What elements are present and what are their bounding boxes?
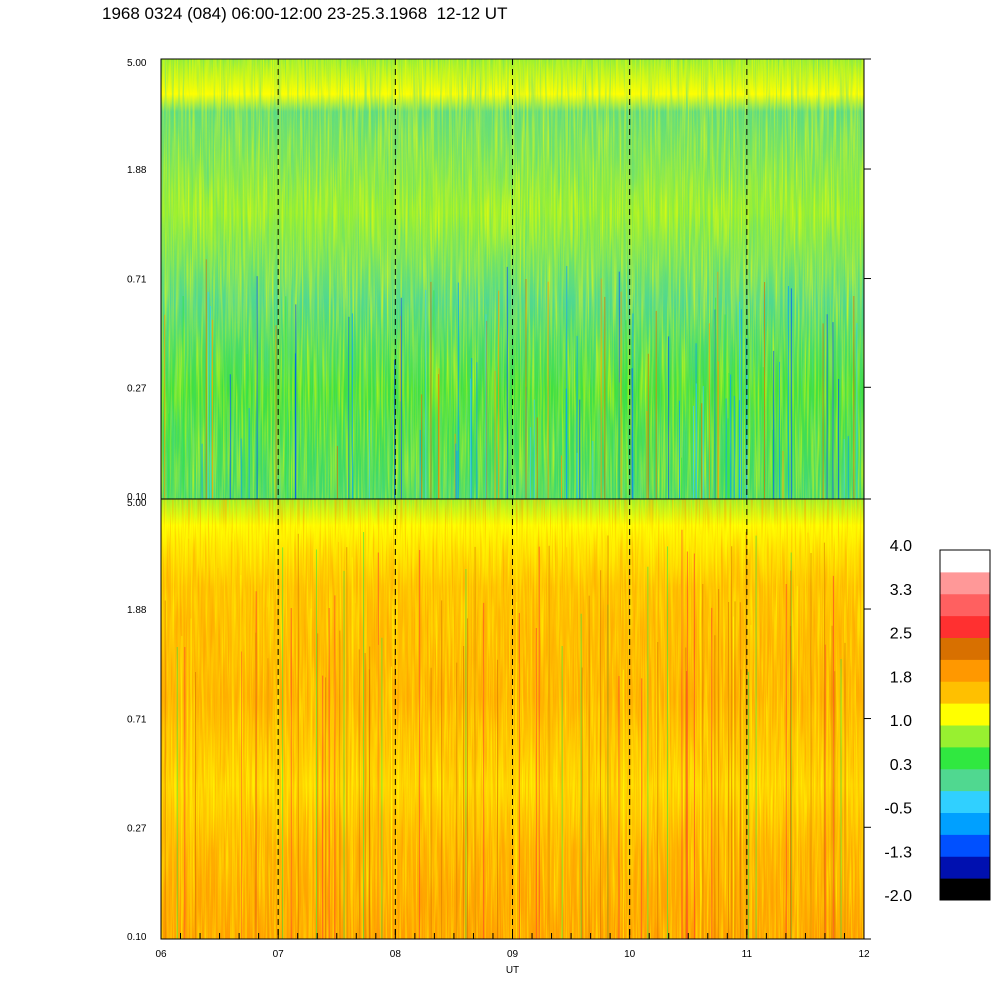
chart-title: 1968 0324 (084) 06:00-12:00 23-25.3.1968… xyxy=(102,4,508,23)
y-tick-label: 0.27 xyxy=(127,383,147,394)
colorbar-label: 1.8 xyxy=(890,669,912,686)
x-tick-label: 06 xyxy=(155,949,167,960)
colorbar-swatch xyxy=(940,659,990,682)
colorbar-swatch xyxy=(940,571,990,595)
bottom-panel-stripes xyxy=(164,529,846,939)
x-tick-label: 12 xyxy=(858,949,870,960)
colorbar-swatch xyxy=(940,878,990,901)
colorbar: 4.0 3.3 2.5 1.8 1.0 0.3 -0.5 -1.3 -2.0 xyxy=(884,538,991,905)
axes: 0.100.270.711.885.000.100.270.711.885.00… xyxy=(127,58,871,976)
x-tick-label: 09 xyxy=(507,949,519,960)
colorbar-swatch xyxy=(940,768,990,792)
y-tick-label: 0.71 xyxy=(127,275,147,286)
x-axis-label: UT xyxy=(506,965,519,976)
x-tick-label: 10 xyxy=(624,949,636,960)
colorbar-label: 1.0 xyxy=(890,713,912,730)
hour-dashed-lines xyxy=(277,59,748,939)
y-tick-label: 0.10 xyxy=(127,932,147,943)
y-tick-label: 0.10 xyxy=(127,492,147,503)
colorbar-label: -2.0 xyxy=(884,888,912,905)
y-tick-label: 1.88 xyxy=(127,605,147,616)
colorbar-swatch xyxy=(940,593,990,617)
top-panel-stripes xyxy=(164,259,858,499)
y-tick-label: 0.71 xyxy=(127,715,147,726)
y-tick-label: 5.00 xyxy=(127,58,147,69)
y-tick-label: 5.00 xyxy=(127,498,147,509)
colorbar-swatch xyxy=(940,812,990,835)
x-tick-label: 11 xyxy=(742,949,753,960)
colorbar-label: 4.0 xyxy=(890,538,912,555)
x-tick-label: 07 xyxy=(273,949,285,960)
colorbar-label: -1.3 xyxy=(884,844,912,861)
colorbar-swatch xyxy=(940,746,990,770)
colorbar-label: 0.3 xyxy=(890,757,912,774)
colorbar-label: 3.3 xyxy=(890,582,912,599)
colorbar-frame xyxy=(939,549,991,901)
y-tick-label: 0.27 xyxy=(127,823,147,834)
colorbar-swatch xyxy=(940,550,990,573)
colorbar-swatch xyxy=(940,725,990,748)
colorbar-label: -0.5 xyxy=(884,801,912,818)
colorbar-swatch xyxy=(940,681,990,704)
colorbar-swatch xyxy=(940,790,990,813)
x-tick-label: 08 xyxy=(390,949,402,960)
y-tick-label: 1.88 xyxy=(127,165,147,176)
colorbar-swatch xyxy=(940,834,990,857)
colorbar-swatch xyxy=(940,856,990,879)
colorbar-swatch xyxy=(940,703,990,726)
colorbar-swatch xyxy=(940,615,990,638)
colorbar-swatch xyxy=(940,637,990,660)
colorbar-label: 2.5 xyxy=(890,626,912,643)
